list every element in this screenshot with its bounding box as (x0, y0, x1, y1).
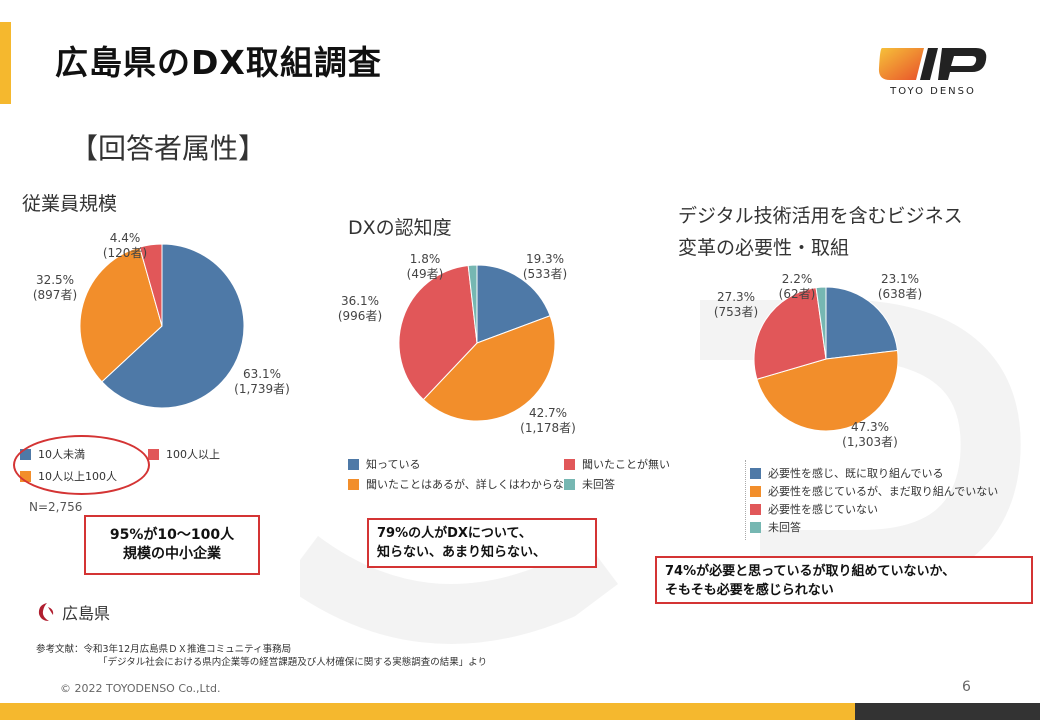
slice-label: 63.1% (243, 367, 281, 381)
page-number: 6 (962, 679, 971, 695)
slice-label: 32.5% (36, 273, 74, 287)
chart2-legend: 知っている 聞いたことが無い 聞いたことはあるが、詳しくはわからない 未回答 (348, 456, 670, 496)
chart3-callout: 74%が必要と思っているが取り組めていないか、 そもそも必要を感じられない (655, 556, 1033, 604)
logo-text: TOYO DENSO (890, 86, 976, 97)
slice-label: (996者) (338, 309, 382, 323)
legend-label: 必要性を感じているが、まだ取り組んでいない (768, 485, 999, 498)
slice-label: (753者) (714, 305, 758, 319)
background-watermark (300, 300, 1021, 644)
chart3-legend-item: 未回答 (750, 519, 801, 535)
pie-slice (79, 246, 163, 383)
pie-slice (825, 286, 899, 360)
slice-label: 1.8% (410, 252, 441, 266)
page-title: 広島県のDX取組調査 (55, 43, 382, 82)
chart3-title-line: デジタル技術活用を含むビジネス (678, 205, 963, 227)
pie-slice (422, 315, 556, 422)
legend-swatch (750, 521, 761, 533)
slice-label: 47.3% (851, 420, 889, 434)
chart1-pie: 63.1%(1,739者) 32.5%(897者) 4.4%(120者) (33, 231, 290, 409)
footer-bar (0, 703, 1040, 720)
prefecture-logo: 広島県 (36, 600, 110, 624)
legend-label: 未回答 (768, 521, 801, 534)
reference-line: 参考文献：令和3年12月広島県ＤＸ推進コミュニティ事務局 (36, 644, 292, 655)
callout-line: 知らない、あまり知らない、 (377, 545, 547, 560)
chart3-legend-item: 必要性を感じ、既に取り組んでいる (750, 465, 943, 481)
legend-label: 聞いたことはあるが、詳しくはわからない (366, 478, 575, 491)
legend-swatch (750, 467, 761, 479)
slice-label: (1,739者) (234, 382, 290, 396)
chart3-pie: 23.1%(638者) 47.3%(1,303者) 27.3%(753者) 2.2%(… (714, 272, 922, 449)
legend-swatch (564, 478, 575, 490)
slice-label: 27.3% (717, 290, 755, 304)
legend-swatch (750, 485, 761, 497)
pie-slice (101, 243, 245, 409)
legend-swatch (750, 503, 761, 515)
chart2-legend-item: 未回答 (564, 476, 615, 492)
toyodenso-logo (878, 48, 987, 80)
chart2-pie: 19.3%(533者) 42.7%(1,178者) 36.1%(996者) 1.8%(… (338, 252, 576, 435)
slice-label: (1,178者) (520, 421, 576, 435)
slice-label: 2.2% (782, 272, 813, 286)
callout-line: 74%が必要と思っているが取り組めていないか、 (665, 564, 956, 579)
legend-label: 未回答 (582, 478, 615, 491)
pie-slice (815, 286, 827, 360)
legend-swatch (348, 458, 359, 470)
slice-label: (62者) (779, 287, 816, 301)
legend-frame (745, 460, 936, 540)
pie-slice (753, 287, 827, 380)
pie-slice (756, 349, 899, 432)
legend-label: 聞いたことが無い (582, 458, 670, 471)
callout-line: 95%が10～100人 (109, 527, 235, 543)
slice-label: (638者) (878, 287, 922, 301)
slice-label: 19.3% (526, 252, 564, 266)
prefecture-mark-icon (38, 603, 54, 621)
chart3-legend-item: 必要性を感じているが、まだ取り組んでいない (750, 483, 998, 499)
slice-label: (49者) (407, 267, 444, 281)
section-subtitle: 【回答者属性】 (70, 132, 267, 165)
chart1-legend-item: 100人以上 (148, 446, 220, 462)
callout-line: 79%の人がDXについて、 (377, 526, 532, 541)
accent-bar (0, 22, 11, 104)
slice-label: (120者) (103, 246, 147, 260)
slice-label: (1,303者) (842, 435, 898, 449)
prefecture-name: 広島県 (62, 604, 111, 623)
pie-slice (398, 264, 478, 401)
pie-slice (139, 243, 163, 327)
chart3-title-line: 変革の必要性・取組 (678, 237, 850, 259)
slice-label: (897者) (33, 288, 77, 302)
footer-bar-dark (855, 703, 1040, 720)
chart3-title: デジタル技術活用を含むビジネス 変革の必要性・取組 (678, 200, 963, 264)
chart1-title: 従業員規模 (22, 193, 118, 215)
slice-label: 36.1% (341, 294, 379, 308)
reference-line: 「デジタル社会における県内企業等の経営課題及び人材確保に関する実態調査の結果」よ… (98, 657, 488, 668)
sample-size: N=2,756 (29, 500, 83, 514)
slice-label: 42.7% (529, 406, 567, 420)
slice-label: 23.1% (881, 272, 919, 286)
legend-swatch (564, 458, 575, 470)
chart3-legend-item: 必要性を感じていない (750, 501, 878, 517)
pie-slice (476, 264, 551, 344)
highlight-ellipse (13, 435, 150, 495)
copyright: © 2022 TOYODENSO Co.,Ltd. (60, 682, 221, 695)
pie-slice (467, 264, 478, 344)
legend-label: 知っている (366, 458, 421, 471)
legend-swatch (348, 478, 359, 490)
slice-label: (533者) (523, 267, 567, 281)
callout-line: 規模の中小企業 (123, 546, 221, 562)
chart2-legend-item: 聞いたことが無い (564, 456, 670, 472)
chart2-callout: 79%の人がDXについて、 知らない、あまり知らない、 (367, 518, 597, 568)
chart2-title: DXの認知度 (348, 217, 452, 239)
legend-swatch (148, 448, 159, 460)
reference: 参考文献：令和3年12月広島県ＤＸ推進コミュニティ事務局 「デジタル社会における… (36, 643, 487, 669)
chart2-legend-item: 聞いたことはあるが、詳しくはわからない (348, 476, 575, 492)
slice-label: 4.4% (110, 231, 141, 245)
chart2-legend-item: 知っている (348, 456, 420, 472)
chart3-legend: 必要性を感じ、既に取り組んでいる 必要性を感じているが、まだ取り組んでいない 必… (750, 465, 998, 545)
callout-line: そもそも必要を感じられない (665, 583, 834, 598)
legend-label: 必要性を感じていない (768, 503, 878, 516)
legend-label: 必要性を感じ、既に取り組んでいる (768, 467, 944, 480)
chart1-callout: 95%が10～100人 規模の中小企業 (84, 515, 260, 575)
legend-label: 100人以上 (166, 448, 220, 461)
